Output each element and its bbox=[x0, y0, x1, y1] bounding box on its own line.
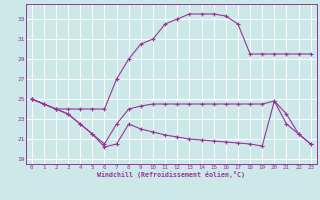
X-axis label: Windchill (Refroidissement éolien,°C): Windchill (Refroidissement éolien,°C) bbox=[97, 171, 245, 178]
